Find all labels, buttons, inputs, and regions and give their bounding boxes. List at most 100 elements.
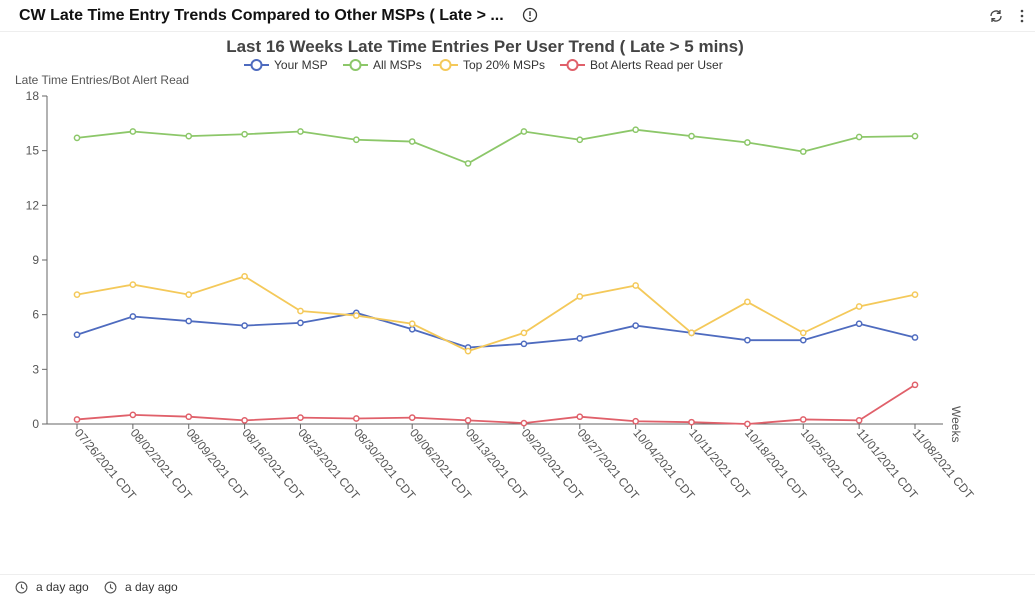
data-point[interactable] [855,303,863,310]
data-point[interactable] [911,132,919,140]
data-point[interactable] [464,347,472,355]
data-point[interactable] [688,418,695,426]
footer-time-right: a day ago [125,580,178,594]
y-axis-label: Late Time Entries/Bot Alert Read [15,73,189,87]
legend-label: Bot Alerts Read per User [590,58,723,72]
data-point[interactable] [73,134,81,142]
data-point[interactable] [185,317,193,325]
data-point[interactable] [576,136,584,144]
panel-title: CW Late Time Entry Trends Compared to Ot… [19,7,504,24]
legend-marker [250,59,263,71]
data-point[interactable] [744,139,751,146]
data-point[interactable] [241,273,248,280]
data-point[interactable] [408,138,416,145]
data-point[interactable] [408,414,416,421]
legend-label: Your MSP [274,58,328,72]
info-circle-icon[interactable] [522,7,538,23]
legend-item[interactable]: Your MSP [244,58,328,72]
data-point[interactable] [464,160,472,167]
data-point[interactable] [241,417,248,424]
series-your-msp [73,309,919,351]
y-tick-label: 3 [32,362,39,376]
legend-item[interactable]: Top 20% MSPs [433,58,545,72]
data-point[interactable] [129,313,137,320]
data-point[interactable] [911,381,919,389]
data-point[interactable] [632,322,640,329]
line-chart: Last 16 Weeks Late Time Entries Per User… [15,37,977,503]
data-point[interactable] [185,132,193,140]
y-tick-label: 0 [32,417,39,431]
data-point[interactable] [241,322,248,329]
series-line [76,384,916,425]
y-tick-label: 9 [32,253,39,267]
y-tick-label: 18 [26,89,40,103]
data-point[interactable] [297,128,304,135]
data-point[interactable] [520,419,528,427]
series-all-msps [73,126,919,167]
data-point[interactable] [688,329,695,337]
data-point[interactable] [408,320,416,328]
data-point[interactable] [799,336,807,344]
legend-item[interactable]: All MSPs [343,58,422,72]
data-point[interactable] [241,130,248,138]
data-point[interactable] [632,417,640,425]
x-tick-label: 07/26/2021 CDT [72,426,140,503]
clock-icon [15,581,28,593]
data-point[interactable] [520,329,528,337]
data-point[interactable] [799,148,807,155]
data-point[interactable] [632,126,640,134]
chart-legend: Your MSP All MSPs Top 20% MSPs Bot Alerts R… [244,58,723,72]
data-point[interactable] [129,128,137,135]
data-point[interactable] [799,329,807,337]
data-point[interactable] [855,417,863,424]
data-point[interactable] [855,320,863,328]
data-point[interactable] [576,335,584,342]
series-line [76,275,916,353]
data-point[interactable] [352,136,360,144]
y-tick-label: 15 [26,144,40,158]
refresh-icon[interactable] [988,8,1004,24]
data-point[interactable] [129,411,137,419]
y-tick-label: 6 [32,308,39,322]
chart-area: Last 16 Weeks Late Time Entries Per User… [0,32,1035,573]
data-point[interactable] [408,325,416,333]
data-point[interactable] [297,414,304,421]
series-line [76,128,916,165]
series-top-20-msps [73,273,919,355]
data-point[interactable] [576,413,584,421]
data-point[interactable] [297,319,304,327]
data-point[interactable] [855,133,863,141]
data-point[interactable] [744,336,751,344]
data-point[interactable] [185,413,193,421]
data-point[interactable] [911,334,919,341]
legend-item[interactable]: Bot Alerts Read per User [560,58,723,72]
data-point[interactable] [73,291,81,298]
data-point[interactable] [911,291,919,298]
data-point[interactable] [352,312,360,319]
data-point[interactable] [129,281,137,288]
data-point[interactable] [744,298,751,306]
data-point[interactable] [576,293,584,300]
clock-icon [104,581,117,593]
data-point[interactable] [799,416,807,423]
legend-label: All MSPs [373,58,422,72]
data-point[interactable] [632,282,640,289]
legend-marker [439,59,452,71]
legend-marker [349,59,362,71]
data-point[interactable] [73,331,81,339]
data-point[interactable] [520,340,528,348]
data-point[interactable] [464,417,472,424]
data-point[interactable] [352,415,360,422]
kebab-menu-icon[interactable] [1017,8,1027,24]
legend-marker [566,59,579,71]
data-point[interactable] [185,291,193,298]
data-point[interactable] [744,420,751,428]
footer-updated-right: a day ago [104,580,178,594]
footer-time-left: a day ago [36,580,89,594]
data-point[interactable] [520,128,528,135]
panel-header: CW Late Time Entry Trends Compared to Ot… [0,0,1035,32]
data-point[interactable] [688,132,695,140]
data-point[interactable] [297,307,304,315]
data-point[interactable] [73,416,81,423]
